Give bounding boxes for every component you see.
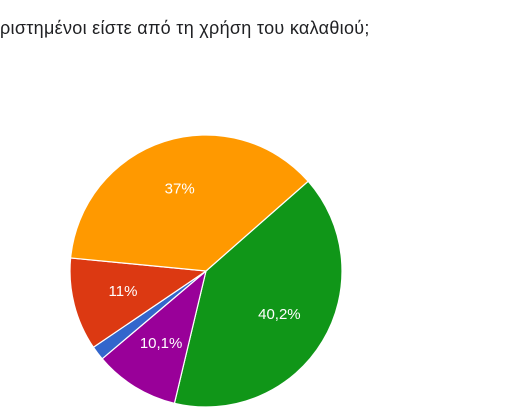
slice-label: 40,2% (258, 306, 301, 323)
pie-slice (69, 134, 310, 272)
pie-slice (101, 269, 208, 405)
slice-label: 10,1% (140, 335, 183, 352)
slice-label: 37% (165, 180, 195, 197)
pie-slice (69, 257, 208, 349)
pie-slices (69, 134, 343, 408)
slice-label: 11% (109, 283, 138, 300)
chart-title: ριστημένοι είστε από τη χρήση του καλαθι… (0, 18, 370, 38)
pie-labels: 40,2% 10,1% 11% 37% (109, 180, 301, 352)
pie-slice (173, 180, 343, 408)
